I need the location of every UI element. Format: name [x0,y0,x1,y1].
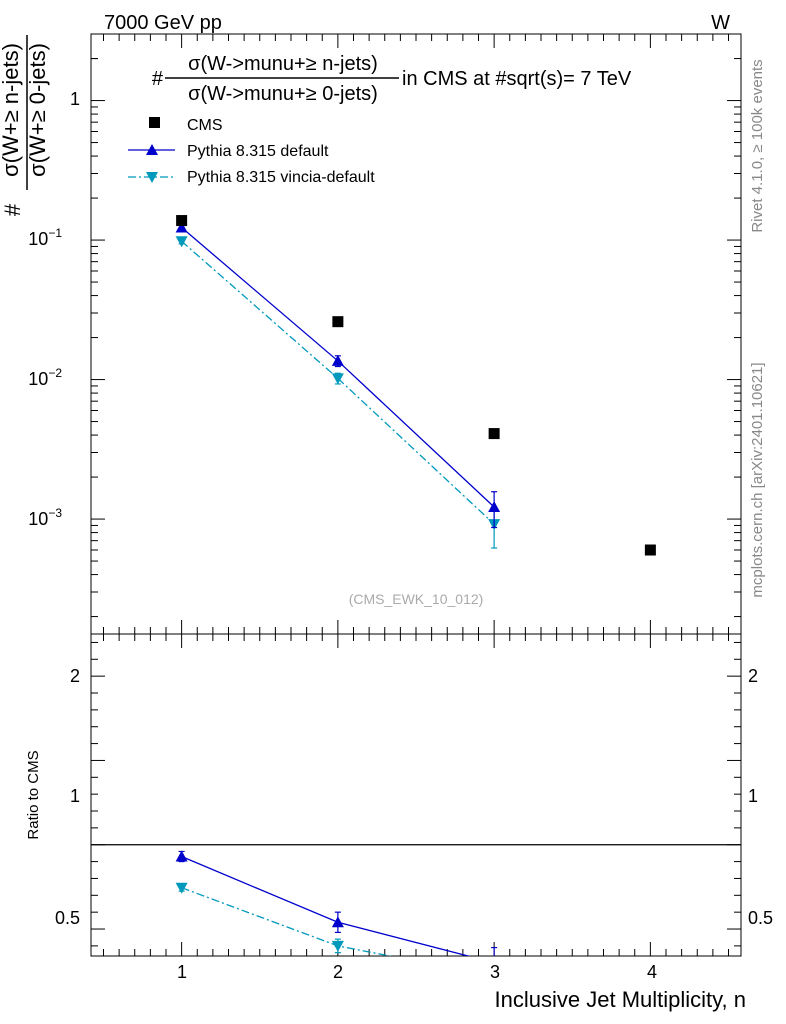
ratio-y-tick-label-2: 2 [70,666,80,686]
title-suffix: in CMS at #sqrt(s)= 7 TeV [402,68,632,90]
mcplots-label: mcplots.cern.ch [arXiv:2401.10621] [749,362,766,597]
ratio-y-tick-labels: 0.5 1 2 0.5 1 2 [55,666,773,928]
rivet-label: Rivet 4.1.0, ≥ 100k events [749,59,766,232]
y-axis-label-numerator: σ(W+≥ n-jets) [0,43,23,177]
ratio-axis-ticks [91,634,741,956]
y-tick-label-1e-3: 10−3 [28,506,62,529]
main-data-point [331,354,344,366]
y-axis-label-denominator: σ(W+≥ 0-jets) [25,43,50,177]
main-plot-data [175,215,656,556]
chart-title: # σ(W->munu+≥ n-jets) σ(W->munu+≥ 0-jets… [152,53,632,105]
main-data-point [488,501,501,513]
x-tick-label-3: 3 [490,962,500,982]
ratio-data-point [175,882,188,894]
main-data-point [175,221,188,233]
legend-label-pythia-vincia: Pythia 8.315 vincia-default [187,169,375,186]
y-tick-label-1: 1 [70,89,80,109]
main-y-tick-labels: 1 10−1 10−2 10−3 [28,89,80,529]
legend-label-pythia-default: Pythia 8.315 default [187,143,329,160]
y-tick-label-1e-1: 10−1 [28,226,62,249]
x-axis-label: Inclusive Jet Multiplicity, n [495,987,746,1012]
ratio-y-tick-label-1: 1 [70,786,80,806]
title-hash: # [152,68,164,90]
ratio-y-tick-label-0-5: 0.5 [55,908,80,928]
ratio-data-point [331,940,344,952]
ratio-plot-data [91,844,741,956]
ratio-y-tick-label-right-1: 1 [748,786,758,806]
legend: CMS Pythia 8.315 default Pythia 8.315 vi… [128,117,375,186]
title-denominator: σ(W->munu+≥ 0-jets) [188,83,378,105]
main-axis-ticks [91,33,741,634]
legend-marker-pythia-vincia [146,172,158,183]
main-series-line [181,240,495,525]
main-data-point [331,373,344,385]
main-data-point [488,428,500,440]
x-tick-label-2: 2 [333,962,343,982]
energy-label: 7000 GeV pp [104,12,222,34]
title-numerator: σ(W->munu+≥ n-jets) [188,53,378,75]
ratio-plot-frame [90,633,742,957]
ratio-y-axis-label: Ratio to CMS [25,750,42,839]
x-tick-labels: 1 2 3 4 [177,962,657,982]
ratio-y-tick-label-right-2: 2 [748,666,758,686]
main-data-point [644,544,656,556]
main-y-axis-label: # σ(W+≥ n-jets) σ(W+≥ 0-jets) [0,35,50,216]
main-data-point [176,215,188,227]
ratio-data-point [175,850,188,862]
main-data-point [332,316,344,328]
main-data-point [175,236,188,248]
ratio-data-point [331,916,344,928]
y-tick-label-1e-2: 10−2 [28,366,62,389]
legend-marker-cms [149,117,160,128]
process-label: W [711,12,730,34]
analysis-watermark: (CMS_EWK_10_012) [349,591,484,607]
legend-label-cms: CMS [187,117,223,134]
x-tick-label-1: 1 [177,962,187,982]
ratio-y-tick-label-right-0-5: 0.5 [748,908,773,928]
legend-marker-pythia-default [146,144,158,155]
main-series-line [181,227,495,508]
x-tick-label-4: 4 [647,962,657,982]
y-axis-label-hash: # [0,203,25,216]
